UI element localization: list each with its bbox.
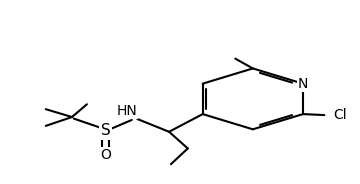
Text: S: S	[101, 123, 111, 138]
Text: N: N	[298, 77, 308, 91]
Text: Cl: Cl	[333, 108, 346, 122]
Text: O: O	[100, 148, 111, 162]
Text: HN: HN	[117, 104, 137, 118]
